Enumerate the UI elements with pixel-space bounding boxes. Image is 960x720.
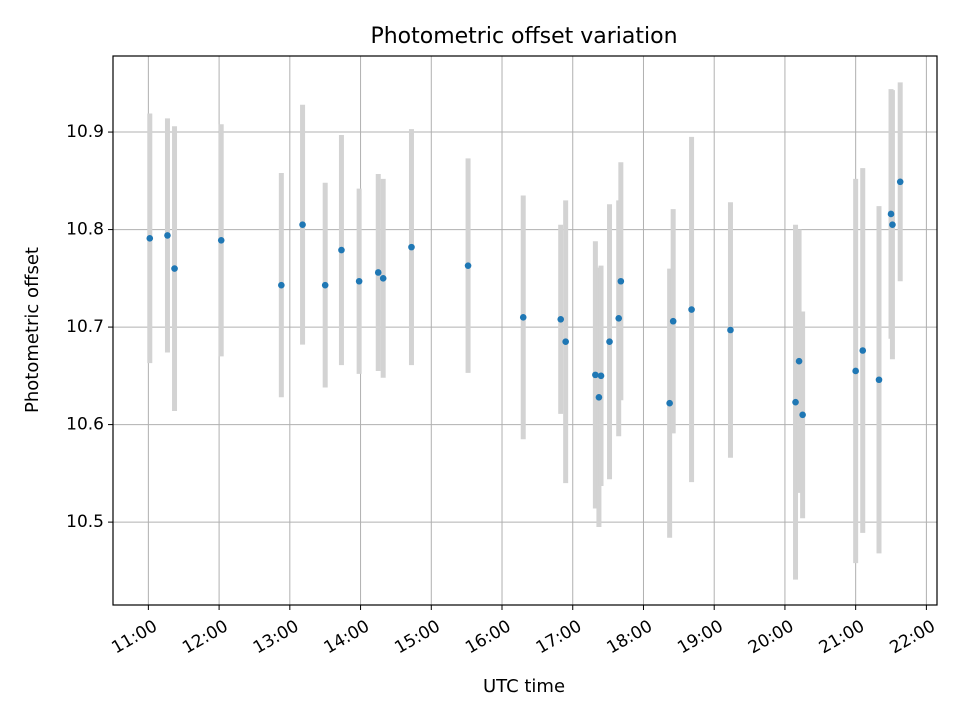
y-axis-ticks: 10.5 10.6 10.7 10.8 10.9 xyxy=(66,122,113,532)
data-point xyxy=(795,357,803,365)
data-point xyxy=(852,367,859,375)
plot-area-frame xyxy=(112,55,938,606)
data-point xyxy=(799,411,806,419)
y-tick-label: 10.8 xyxy=(66,220,104,240)
data-point xyxy=(374,269,382,276)
data-point xyxy=(379,275,387,282)
data-point xyxy=(615,315,623,322)
y-tick-label: 10.6 xyxy=(66,415,104,435)
data-points xyxy=(146,178,904,419)
data-point xyxy=(666,399,673,407)
data-point xyxy=(688,306,695,313)
data-point xyxy=(606,338,613,346)
data-point xyxy=(592,371,599,379)
data-point xyxy=(557,315,565,323)
data-point xyxy=(562,338,569,346)
data-point xyxy=(887,210,895,218)
y-axis-label: Photometric offset xyxy=(22,247,43,413)
data-point xyxy=(355,277,363,285)
data-point xyxy=(146,235,154,242)
data-point xyxy=(171,265,178,272)
data-point xyxy=(669,317,677,325)
data-point xyxy=(464,262,472,269)
data-point xyxy=(875,376,883,384)
data-point xyxy=(896,178,904,186)
y-tick-label: 10.7 xyxy=(66,317,104,337)
data-point xyxy=(338,246,345,254)
data-point xyxy=(164,232,171,239)
data-point xyxy=(595,393,603,401)
data-point xyxy=(217,237,225,244)
x-axis-label: UTC time xyxy=(483,676,565,697)
data-point xyxy=(859,347,867,354)
y-tick-label: 10.5 xyxy=(66,512,104,532)
data-point xyxy=(792,398,799,406)
chart-title: Photometric offset variation xyxy=(370,24,677,49)
data-point xyxy=(889,221,896,228)
y-tick-label: 10.9 xyxy=(66,122,104,142)
data-point xyxy=(278,281,285,289)
data-point xyxy=(617,277,625,285)
data-point xyxy=(519,314,527,321)
data-point xyxy=(299,221,306,228)
data-point xyxy=(408,243,415,251)
data-point xyxy=(597,372,605,380)
data-point xyxy=(321,281,329,289)
data-point xyxy=(727,326,734,334)
